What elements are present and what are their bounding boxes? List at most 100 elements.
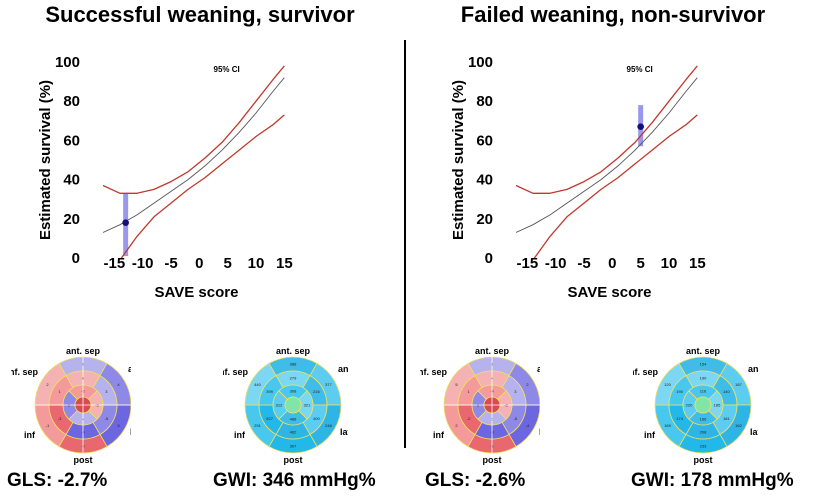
ci-upper-line <box>516 65 698 194</box>
segment-value: 169 <box>664 423 671 428</box>
segment-value: 308 <box>290 389 297 394</box>
y-tick-label: 0 <box>485 250 493 267</box>
ci-label: 95% CI <box>627 65 653 74</box>
segment-value: 5 <box>455 382 458 387</box>
survival-chart: 0 20 40 60 80 100 -15 -10 -5 0 5 10 15 SAVE score Esti… <box>450 54 706 301</box>
panel-title: Failed weaning, non-survivor <box>460 2 766 27</box>
segment-value: -2 <box>467 416 471 421</box>
label-ant-sep: ant. sep <box>686 346 721 356</box>
segment-value: 1 <box>59 389 62 394</box>
segment-value: 440 <box>254 382 261 387</box>
label-inf: inf <box>644 430 656 440</box>
segment-value: 377 <box>325 382 332 387</box>
panel-non-survivor: Failed weaning, non-survivor 0 20 40 60 80 10… <box>413 0 813 497</box>
segment-value: 246 <box>325 423 332 428</box>
gwi-value: GWI: 346 mmHg% <box>213 470 376 491</box>
label-inf: inf <box>234 430 246 440</box>
y-tick-label: 100 <box>55 54 80 71</box>
label-inf-sep: inf. sep <box>223 367 248 377</box>
segment-value: 3 <box>514 389 517 394</box>
segment-value: 3 <box>105 389 108 394</box>
bullseye-gls: 543-2-1263-5-4-31-2-342ant. sepantinf. s… <box>11 346 131 465</box>
label-ant: ant <box>338 364 348 374</box>
segment-value: 462 <box>290 430 297 435</box>
x-tick-label: -10 <box>545 255 567 272</box>
segment-value: 307 <box>290 444 297 449</box>
segment-value: 166 <box>700 417 707 422</box>
ci-lower-line <box>533 114 698 258</box>
x-tick-label: 10 <box>248 255 265 272</box>
segment-value: 279 <box>290 376 297 381</box>
panel-survivor: Successful weaning, survivor 0 20 40 60 80 10… <box>0 0 400 497</box>
x-axis-label: SAVE score <box>155 284 239 301</box>
x-tick-label: 5 <box>223 255 231 272</box>
y-axis-label: Estimated survival (%) <box>450 80 467 240</box>
segment-value: 321 <box>304 403 311 408</box>
segment-value: 220 <box>686 403 693 408</box>
ci-upper-line <box>103 65 285 194</box>
panel-title: Successful weaning, survivor <box>45 2 355 27</box>
x-tick-label: 5 <box>636 255 644 272</box>
label-post: post <box>74 455 93 465</box>
x-tick-label: 0 <box>195 255 203 272</box>
label-post: post <box>694 455 713 465</box>
segment-value: 233 <box>700 444 707 449</box>
bullseye-gwi: 388 377 246 307 291 440 279 216 400 462 527 399 308 3… <box>223 346 348 465</box>
y-tick-label: 0 <box>72 250 80 267</box>
estimate-line <box>516 77 698 233</box>
y-tick-label: 100 <box>468 54 493 71</box>
label-post: post <box>284 455 303 465</box>
segment-value: -5 <box>514 416 518 421</box>
gls-value: GLS: -2.7% <box>7 470 108 491</box>
segment-value: 162 <box>735 423 742 428</box>
estimate-point <box>637 123 644 130</box>
x-tick-label: -15 <box>103 255 125 272</box>
label-ant-sep: ant. sep <box>66 346 101 356</box>
label-ant-sep: ant. sep <box>475 346 510 356</box>
x-tick-label: 15 <box>689 255 706 272</box>
y-tick-label: 40 <box>476 172 493 189</box>
ci-label: 95% CI <box>214 65 240 74</box>
y-tick-label: 60 <box>476 132 493 149</box>
x-tick-label: -15 <box>516 255 538 272</box>
x-tick-label: -5 <box>577 255 590 272</box>
y-tick-label: 20 <box>63 211 80 228</box>
label-inf: inf <box>24 430 36 440</box>
segment-value: 190 <box>700 376 707 381</box>
segment-value: 120 <box>664 382 671 387</box>
segment-value: 174 <box>676 416 683 421</box>
estimate-line <box>103 77 285 233</box>
segment-value: 2 <box>526 382 529 387</box>
segment-value: 291 <box>254 423 261 428</box>
label-lat: lat <box>539 427 540 437</box>
y-tick-label: 80 <box>63 93 80 110</box>
bullseye-gwi: 154 187 162 233 169 120 190 140 181 208 174 190 116 1… <box>633 346 758 465</box>
label-inf-sep: inf. sep <box>11 367 38 377</box>
bullseye-gls: 32-4-12543-5-3-21-4-325ant. sepantinf. s… <box>420 346 540 465</box>
gwi-value: GWI: 178 mmHg% <box>631 470 794 491</box>
segment-value: 399 <box>266 389 273 394</box>
segment-value: 400 <box>313 416 320 421</box>
panel-divider <box>404 40 406 448</box>
survival-chart: 0 20 40 60 80 100 -15 -10 -5 0 5 10 15 SAVE score Esti… <box>37 54 293 301</box>
segment-value: 190 <box>676 389 683 394</box>
y-tick-label: 40 <box>63 172 80 189</box>
y-axis-label: Estimated survival (%) <box>37 80 54 240</box>
x-tick-label: -10 <box>132 255 154 272</box>
segment-value: 527 <box>266 416 273 421</box>
bullseye-apex <box>694 396 712 414</box>
label-lat: lat <box>340 427 348 437</box>
segment-value: 4 <box>117 382 120 387</box>
label-ant: ant <box>748 364 758 374</box>
segment-value: 154 <box>700 362 707 367</box>
segment-value: 3 <box>117 423 120 428</box>
label-ant-sep: ant. sep <box>276 346 311 356</box>
y-tick-label: 60 <box>63 132 80 149</box>
label-inf-sep: inf. sep <box>633 367 658 377</box>
label-lat: lat <box>130 427 131 437</box>
estimate-point <box>122 219 129 227</box>
segment-value: 388 <box>290 362 297 367</box>
label-lat: lat <box>750 427 758 437</box>
segment-value: 2 <box>455 423 458 428</box>
segment-value: -1 <box>46 423 50 428</box>
